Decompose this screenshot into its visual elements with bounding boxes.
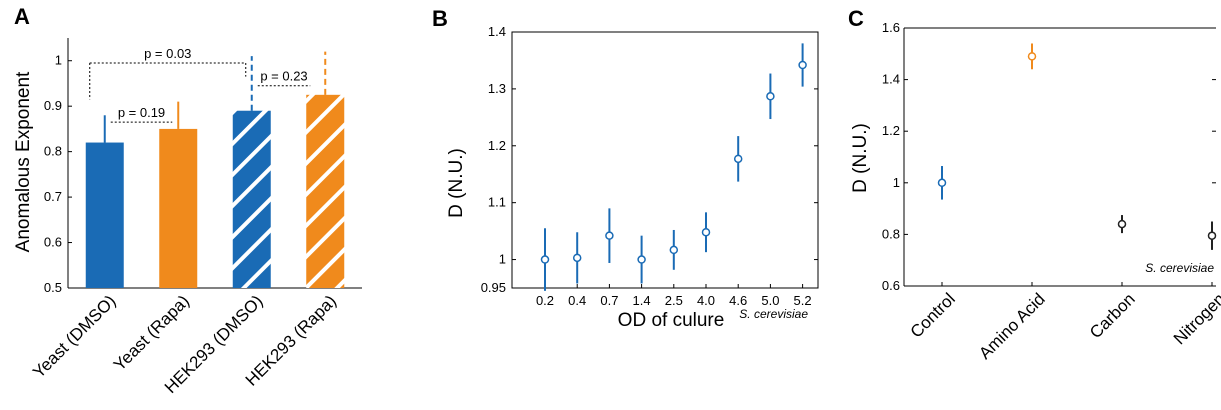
panel-b-point bbox=[572, 253, 582, 263]
panel-a-bar bbox=[159, 128, 198, 288]
panel-b-axes-box bbox=[511, 31, 819, 289]
panel-a-ytick-label: 0.8 bbox=[44, 144, 62, 159]
panel-b-ytick-label: 1 bbox=[499, 252, 506, 267]
panel-b-ytick-label: 1.3 bbox=[488, 81, 506, 96]
panel-a-bar bbox=[232, 110, 271, 289]
panel-a-ytick-label: 0.7 bbox=[44, 189, 62, 204]
panel-a-category-label: Yeast (Rapa) bbox=[110, 291, 193, 374]
panel-a-bar-chart: 0.5 0.6 0.7 0.8 0.9 1 Yeast (DMSO)Yeast (Rapa)… bbox=[29, 38, 362, 397]
panel-b-species-annotation: S. cerevisiae bbox=[739, 307, 808, 321]
panel-b-ytick-label: 1.2 bbox=[488, 138, 506, 153]
panel-c-category-label: Carbon bbox=[1086, 289, 1139, 342]
panel-letter-a: A bbox=[14, 4, 30, 29]
panel-c-ytick-label: 1.6 bbox=[882, 20, 900, 35]
panel-c-category-label: Nitrogen bbox=[1170, 289, 1221, 348]
panel-a-bar bbox=[85, 142, 124, 288]
panel-letter-c: C bbox=[848, 6, 864, 31]
panel-b-point bbox=[798, 60, 807, 70]
panel-b-point bbox=[733, 154, 743, 164]
panel-a-pvalue-label: p = 0.23 bbox=[260, 69, 307, 84]
panel-c-category-label: Amino Acid bbox=[975, 289, 1049, 363]
panel-c-scatter: 0.6 0.8 1 1.2 1.4 1.6 Control Amino Acid Carbon N… bbox=[882, 20, 1221, 363]
panel-b-ylabel: D (N.U.) bbox=[446, 148, 467, 218]
panel-b-ytick-label: 1.4 bbox=[488, 24, 506, 39]
panel-a-ytick-label: 0.6 bbox=[44, 235, 62, 250]
panel-a-bar bbox=[306, 94, 345, 289]
panel-b-ytick-label: 1.1 bbox=[488, 195, 506, 210]
panel-b-xtick-label: 5.0 bbox=[761, 293, 779, 308]
panel-letter-b: B bbox=[432, 6, 448, 31]
panel-b-xtick-label: 4.6 bbox=[729, 293, 747, 308]
panel-b-point bbox=[701, 227, 711, 237]
panel-a-pvalue-label: p = 0.19 bbox=[118, 105, 165, 120]
panel-a-ylabel: Anomalous Exponent bbox=[13, 71, 34, 252]
panel-c-point bbox=[1207, 231, 1217, 240]
panel-a-ytick-label: 1 bbox=[55, 53, 62, 68]
panel-b-point bbox=[766, 92, 775, 101]
panel-c-ytick-label: 1 bbox=[893, 175, 900, 190]
panel-b-scatter: 0.95 1 1.1 1.2 1.3 1.4 0.2 0.4 0.7 1.4 2.5 4.0 4.6 5.… bbox=[481, 24, 819, 308]
panel-c-ytick-label: 1.4 bbox=[882, 72, 900, 87]
panel-b-xlabel: OD of culure bbox=[618, 310, 725, 331]
panel-b-xtick-label: 0.7 bbox=[600, 293, 618, 308]
panel-c-ytick-label: 1.2 bbox=[882, 123, 900, 138]
panel-b-point bbox=[669, 245, 679, 255]
panel-b-xtick-label: 0.2 bbox=[536, 293, 554, 308]
panel-a-category-label: Yeast (DMSO) bbox=[29, 291, 119, 381]
panel-b-point bbox=[637, 255, 646, 264]
panel-b-point bbox=[605, 231, 614, 240]
panel-b-xtick-label: 1.4 bbox=[633, 293, 651, 308]
panel-b-ytick-label: 0.95 bbox=[481, 280, 506, 295]
panel-c-point bbox=[1117, 219, 1127, 229]
panel-b-point bbox=[540, 255, 550, 264]
panel-a-ytick-label: 0.5 bbox=[44, 280, 62, 295]
panel-b-xtick-label: 0.4 bbox=[568, 293, 586, 308]
panel-a-pvalue-label: p = 0.03 bbox=[144, 46, 191, 61]
panel-b-xtick-label: 5.2 bbox=[794, 293, 812, 308]
panel-b-xtick-label: 4.0 bbox=[697, 293, 715, 308]
panel-c-point bbox=[937, 178, 947, 188]
panel-b-xtick-label: 2.5 bbox=[665, 293, 683, 308]
panel-c-ytick-label: 0.6 bbox=[882, 278, 900, 293]
panel-c-species-annotation: S. cerevisiae bbox=[1145, 261, 1214, 275]
panel-c-ytick-label: 0.8 bbox=[882, 226, 900, 241]
panel-c-ylabel: D (N.U.) bbox=[850, 123, 871, 193]
panel-c-category-label: Control bbox=[907, 289, 959, 341]
panel-c-point bbox=[1027, 52, 1037, 61]
panel-a-ytick-label: 0.9 bbox=[44, 98, 62, 113]
